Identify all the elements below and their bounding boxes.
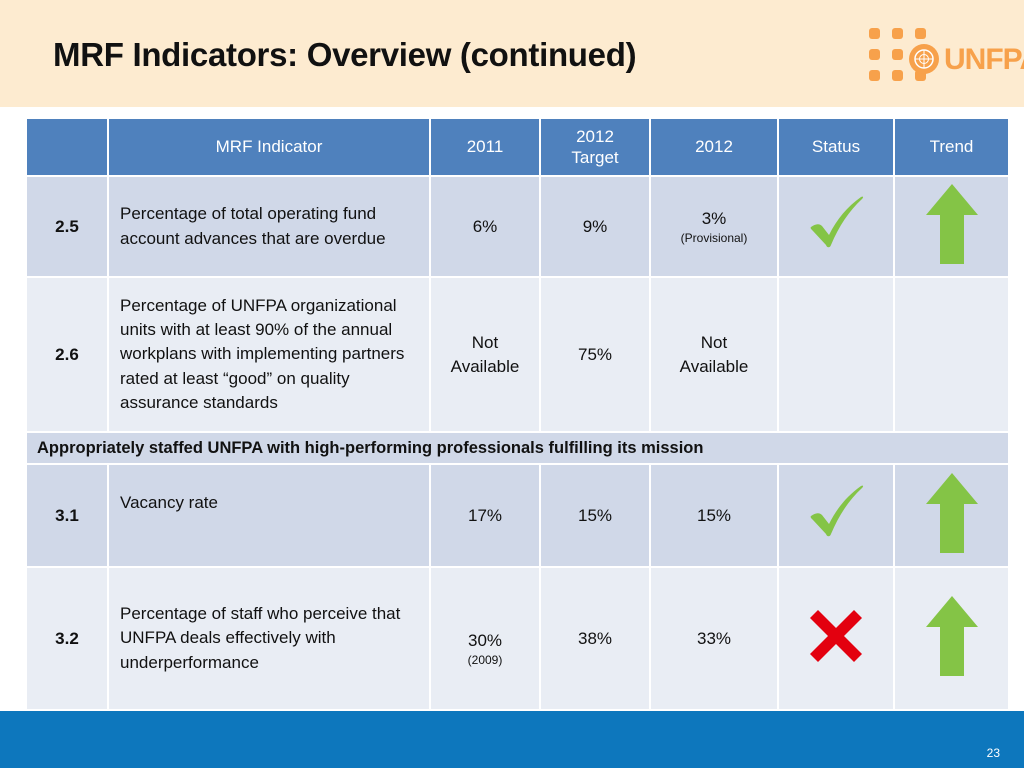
unfpa-logo: UNFPA	[866, 22, 1024, 96]
table-row: 3.2 Percentage of staff who perceive tha…	[25, 566, 1010, 711]
table-row: 2.5 Percentage of total operating fund a…	[25, 175, 1010, 278]
value-2012: 15%	[649, 463, 779, 568]
value-2012-target: 15%	[539, 463, 651, 568]
slide-title: MRF Indicators: Overview (continued)	[53, 36, 637, 73]
value-2011: Not Available	[429, 276, 541, 433]
value-2011-note: (2009)	[467, 652, 503, 667]
value-2011: 17%	[429, 463, 541, 568]
value-2011-text: Not Available	[450, 332, 520, 376]
logo-dot	[869, 28, 880, 39]
cross-icon	[810, 610, 862, 662]
header-text: 2012 Target	[571, 126, 619, 167]
table-row: 3.1 Vacancy rate 17% 15% 15%	[25, 463, 1010, 568]
logo-dot	[869, 70, 880, 81]
column-header-2012: 2012	[649, 117, 779, 177]
value-2012: Not Available	[649, 276, 779, 433]
up-arrow-icon	[925, 596, 978, 676]
logo-dot	[892, 28, 903, 39]
trend-cell	[893, 463, 1010, 568]
up-arrow-icon	[925, 184, 978, 264]
value-2011: 30% (2009)	[429, 566, 541, 711]
value-2012-note: (Provisional)	[680, 230, 748, 245]
logo-dot	[915, 28, 926, 39]
mrf-indicator-table: MRF Indicator 2011 2012 Target 2012 Stat…	[25, 117, 1010, 711]
check-icon	[810, 485, 864, 537]
value-2012-target: 75%	[539, 276, 651, 433]
logo-dot	[892, 49, 903, 60]
section-title: Appropriately staffed UNFPA with high-pe…	[25, 431, 1010, 465]
value-2012-target: 38%	[539, 566, 651, 711]
indicator-number: 3.2	[25, 566, 109, 711]
status-cell	[777, 566, 895, 711]
value-2012-text: Not Available	[679, 332, 749, 376]
table-header-row: MRF Indicator 2011 2012 Target 2012 Stat…	[25, 117, 1010, 177]
column-header-2012-target: 2012 Target	[539, 117, 651, 177]
value-2012: 3% (Provisional)	[649, 175, 779, 278]
trend-cell	[893, 566, 1010, 711]
indicator-description: Percentage of total operating fund accou…	[107, 175, 431, 278]
logo-wordmark: UNFPA	[944, 43, 1024, 76]
value-2011: 6%	[429, 175, 541, 278]
slide-footer: 23	[0, 711, 1024, 768]
status-cell	[777, 276, 895, 433]
un-emblem-icon	[909, 44, 939, 74]
column-header-number	[25, 117, 109, 177]
status-cell	[777, 175, 895, 278]
column-header-status: Status	[777, 117, 895, 177]
indicator-number: 2.5	[25, 175, 109, 278]
logo-dot	[915, 70, 926, 81]
value-2012: 33%	[649, 566, 779, 711]
column-header-trend: Trend	[893, 117, 1010, 177]
status-cell	[777, 463, 895, 568]
column-header-2011: 2011	[429, 117, 541, 177]
indicator-description: Vacancy rate	[107, 463, 431, 568]
value-2012-main: 3%	[701, 208, 727, 228]
section-row: Appropriately staffed UNFPA with high-pe…	[25, 431, 1010, 465]
indicator-number: 3.1	[25, 463, 109, 568]
trend-cell	[893, 276, 1010, 433]
page-number: 23	[986, 746, 1000, 760]
indicator-description: Percentage of UNFPA organizational units…	[107, 276, 431, 433]
logo-dot	[892, 70, 903, 81]
check-icon	[810, 196, 864, 248]
slide-header: MRF Indicators: Overview (continued) UNF…	[0, 0, 1024, 107]
table-row: 2.6 Percentage of UNFPA organizational u…	[25, 276, 1010, 433]
logo-dot	[869, 49, 880, 60]
value-2011-main: 30%	[467, 630, 503, 650]
up-arrow-icon	[925, 473, 978, 553]
value-2012-target: 9%	[539, 175, 651, 278]
indicator-number: 2.6	[25, 276, 109, 433]
trend-cell	[893, 175, 1010, 278]
column-header-indicator: MRF Indicator	[107, 117, 431, 177]
indicator-description: Percentage of staff who perceive that UN…	[107, 566, 431, 711]
